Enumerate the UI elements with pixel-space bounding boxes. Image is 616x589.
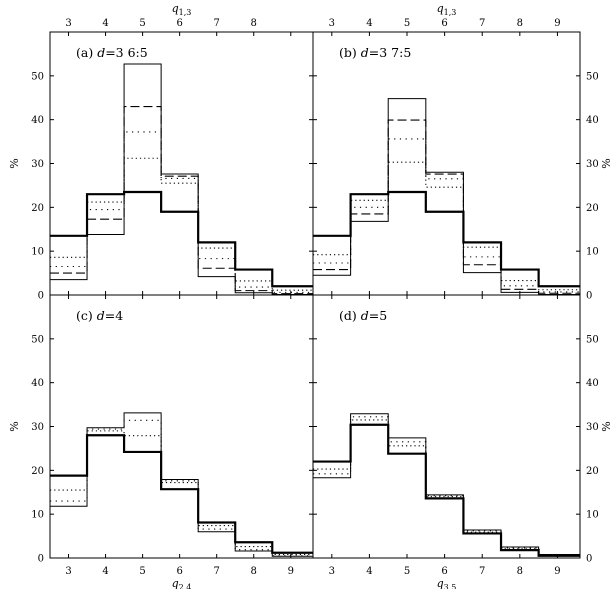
x-top-tick-label: 8 <box>517 18 523 29</box>
x-tick-label: 9 <box>554 566 560 577</box>
y-tick-label: 10 <box>31 247 44 258</box>
y-tick-label: 20 <box>31 466 44 477</box>
y-tick-label: 0 <box>38 291 44 302</box>
panel-a: 0 10 20 30 40 50% 3 4 5 6 7 8 q1,3 (a) d=3 6:5 <box>8 2 314 302</box>
panel-c: 0 10 20 30 40 50% 3 4 5 6 7 8 9 q2,4 (c) d=4 <box>8 294 314 589</box>
y-tick-label: 20 <box>586 203 599 214</box>
x-tick-label: 5 <box>404 566 410 577</box>
series-thick-a <box>50 190 313 288</box>
y-tick-label: 10 <box>31 510 44 521</box>
x-top-tick-label: 7 <box>479 18 485 29</box>
y-axis-label: % <box>8 421 21 431</box>
series-dotted2-d <box>313 416 580 556</box>
x-tick-label: 9 <box>288 566 294 577</box>
x-tick-label: 4 <box>102 566 108 577</box>
x-tick-label: 4 <box>366 566 372 577</box>
frame-b <box>312 31 581 296</box>
x-top-tick-label: 7 <box>214 18 220 29</box>
y-tick-label: 30 <box>31 159 44 170</box>
frame-a <box>49 31 314 296</box>
y-axis-label: % <box>8 158 21 168</box>
x-tick-label: 7 <box>479 566 485 577</box>
frame-d <box>312 294 581 559</box>
x-top-tick-label: 3 <box>329 18 335 29</box>
series-dashed-b <box>313 119 580 294</box>
x-tick-label: 7 <box>214 566 220 577</box>
series-thin-d <box>313 413 580 555</box>
x-top-tick-label: 6 <box>441 18 447 29</box>
y-tick-label: 0 <box>586 291 592 302</box>
y-tick-label: 40 <box>586 115 599 126</box>
x-tick-label: 6 <box>441 566 447 577</box>
x-tick-label: 3 <box>65 566 71 577</box>
series-dashed-a <box>50 105 313 295</box>
series-thick-d <box>313 423 580 557</box>
y-tick-label: 30 <box>586 422 599 433</box>
series-dotted-a <box>50 157 313 291</box>
series-dotted2-b <box>313 138 580 293</box>
panel-label-d: (d) d=5 <box>339 308 387 323</box>
x-top-tick-label: 5 <box>139 18 145 29</box>
x-top-tick-label: 5 <box>404 18 410 29</box>
x-axis-label: q3,5 <box>437 577 457 589</box>
series-thin-a <box>50 63 313 295</box>
y-axis-label: % <box>600 158 613 168</box>
x-top-tick-label: 4 <box>102 18 108 29</box>
x-tick-label: 8 <box>251 566 257 577</box>
y-tick-label: 40 <box>31 378 44 389</box>
x-top-tick-label: 3 <box>65 18 71 29</box>
y-tick-label: 50 <box>31 334 44 345</box>
y-tick-label: 20 <box>31 203 44 214</box>
y-tick-label: 30 <box>31 422 44 433</box>
x-top-tick-label: 4 <box>366 18 372 29</box>
x-top-tick-label: 8 <box>251 18 257 29</box>
frame-c <box>49 294 314 559</box>
y-tick-label: 10 <box>586 247 599 258</box>
series-thick-c <box>50 434 313 554</box>
panel-label-c: (c) d=4 <box>76 308 123 323</box>
x-tick-label: 3 <box>329 566 335 577</box>
panel-b: 0 10 20 30 40 50% 3 4 5 6 7 8 9 q1,3 (b) d=3 7:5 <box>312 2 613 302</box>
y-tick-label: 40 <box>31 115 44 126</box>
x-tick-label: 6 <box>176 566 182 577</box>
panel-label-b: (b) d=3 7:5 <box>339 45 411 60</box>
x-top-tick-label: 6 <box>176 18 182 29</box>
y-tick-label: 40 <box>586 378 599 389</box>
y-tick-label: 30 <box>586 159 599 170</box>
y-tick-label: 20 <box>586 466 599 477</box>
series-dotted-c <box>50 430 313 556</box>
x-top-tick-label: 9 <box>554 18 560 29</box>
y-tick-label: 50 <box>586 334 599 345</box>
y-tick-label: 50 <box>31 71 44 82</box>
x-tick-label: 8 <box>517 566 523 577</box>
panel-label-a: (a) d=3 6:5 <box>76 45 148 60</box>
series-thin-c <box>50 412 313 557</box>
series-dotted-d <box>313 419 580 556</box>
series-thin-b <box>313 98 580 295</box>
x-tick-label: 5 <box>139 566 145 577</box>
x-top-axis-label: q1,3 <box>172 2 192 17</box>
x-axis-label: q2,4 <box>172 577 192 589</box>
y-tick-label: 10 <box>586 510 599 521</box>
x-top-axis-label: q1,3 <box>437 2 457 17</box>
y-tick-label: 0 <box>586 554 592 565</box>
y-tick-label: 0 <box>38 554 44 565</box>
y-tick-label: 50 <box>586 71 599 82</box>
y-axis-label: % <box>600 421 613 431</box>
panel-d: 0 10 20 30 40 50% 3 4 5 6 7 8 9 q3,5 (d) d=5 <box>312 294 613 589</box>
series-dotted-b <box>313 161 580 291</box>
series-thick-b <box>313 190 580 288</box>
